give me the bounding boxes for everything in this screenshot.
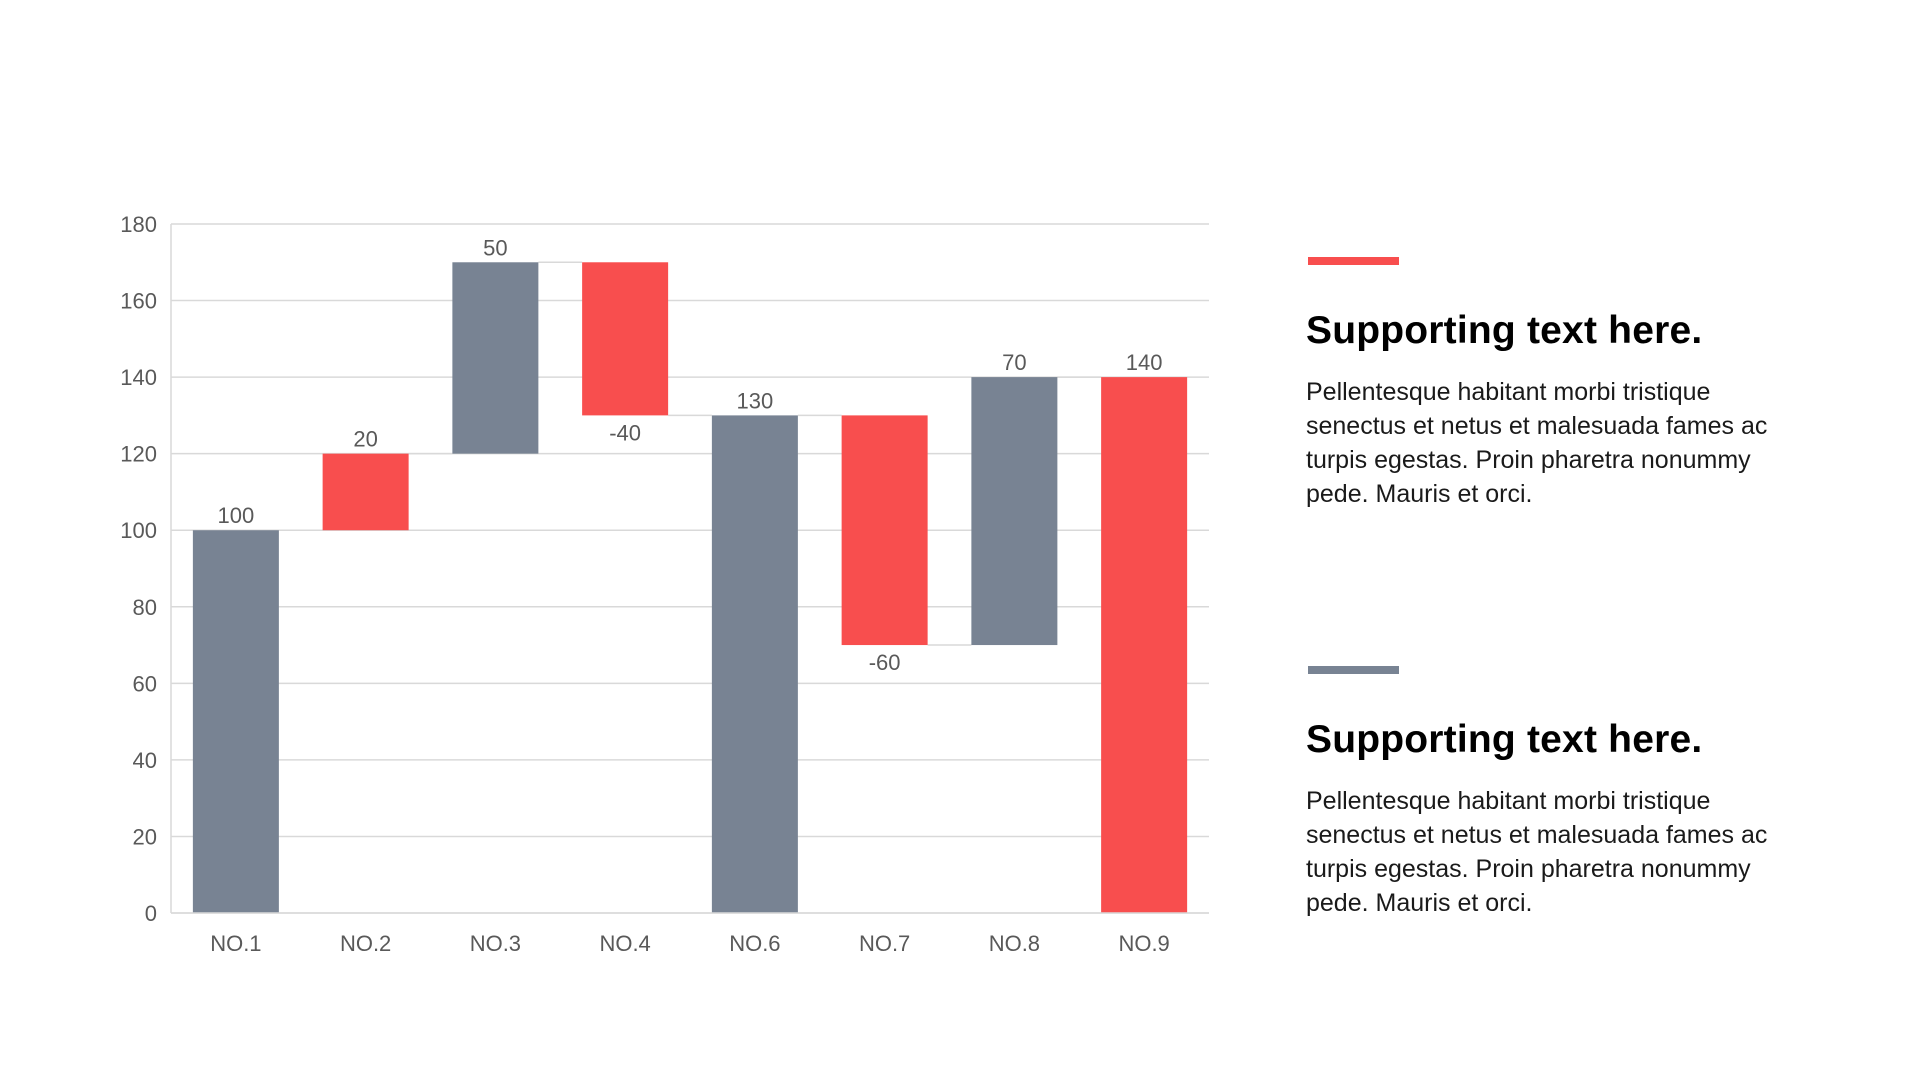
y-tick-label: 60 (133, 671, 157, 696)
y-tick-label: 160 (120, 289, 157, 314)
panel-heading: Supporting text here. (1306, 718, 1703, 761)
x-category-label: NO.8 (989, 931, 1040, 956)
data-label: 130 (737, 388, 774, 413)
bar-no7 (841, 415, 928, 646)
supporting-text-block-2: Supporting text here. Pellentesque habit… (1306, 666, 1866, 920)
panel-body: Pellentesque habitant morbi tristique se… (1306, 784, 1866, 920)
x-category-label: NO.9 (1118, 931, 1169, 956)
panel-heading: Supporting text here. (1306, 309, 1703, 352)
body-line: pede. Mauris et orci. (1306, 889, 1533, 917)
bar-no6 (711, 415, 798, 913)
data-labels: 100 20 50 -40 130 -60 70 140 (218, 235, 1163, 675)
bar-no4 (582, 262, 669, 416)
accent-bar (1308, 666, 1399, 674)
data-label: 20 (353, 427, 377, 452)
y-tick-label: 0 (145, 901, 157, 926)
body-line: Pellentesque habitant morbi tristique (1306, 787, 1711, 815)
data-label: -40 (609, 420, 641, 445)
body-line: turpis egestas. Proin pharetra nonummy (1306, 446, 1751, 474)
y-tick-label: 80 (133, 595, 157, 620)
bar-no2 (322, 453, 409, 531)
bar-no8 (971, 377, 1058, 646)
x-category-label: NO.1 (210, 931, 261, 956)
bar-no9 (1101, 377, 1188, 914)
accent-bar (1308, 257, 1399, 265)
bar-no3 (452, 262, 539, 454)
supporting-text-block-1: Supporting text here. Pellentesque habit… (1306, 257, 1866, 511)
body-line: pede. Mauris et orci. (1306, 480, 1533, 508)
x-category-label: NO.3 (470, 931, 521, 956)
body-line: turpis egestas. Proin pharetra nonummy (1306, 855, 1751, 883)
y-tick-label: 140 (120, 365, 157, 390)
y-tick-label: 120 (120, 442, 157, 467)
y-axis-tick-labels: 0 20 40 60 80 100 120 140 160 180 (120, 212, 157, 926)
body-line: senectus et netus et malesuada fames ac (1306, 412, 1768, 440)
body-line: Pellentesque habitant morbi tristique (1306, 378, 1711, 406)
y-tick-label: 20 (133, 824, 157, 849)
x-category-label: NO.4 (599, 931, 650, 956)
x-category-label: NO.2 (340, 931, 391, 956)
bar-no1 (192, 530, 279, 913)
connector-lines (278, 261, 1102, 646)
axes (170, 224, 1209, 914)
y-tick-label: 100 (120, 518, 157, 543)
body-line: senectus et netus et malesuada fames ac (1306, 821, 1768, 849)
data-label: 140 (1126, 350, 1163, 375)
panel-body: Pellentesque habitant morbi tristique se… (1306, 375, 1866, 511)
data-label: 70 (1002, 350, 1026, 375)
x-axis-category-labels: NO.1 NO.2 NO.3 NO.4 NO.6 NO.7 NO.8 NO.9 (210, 931, 1170, 956)
data-label: 100 (218, 503, 255, 528)
data-label: 50 (483, 235, 507, 260)
y-tick-label: 40 (133, 748, 157, 773)
x-category-label: NO.7 (859, 931, 910, 956)
data-label: -60 (869, 650, 901, 675)
bars (192, 262, 1188, 914)
y-tick-label: 180 (120, 212, 157, 237)
x-category-label: NO.6 (729, 931, 780, 956)
